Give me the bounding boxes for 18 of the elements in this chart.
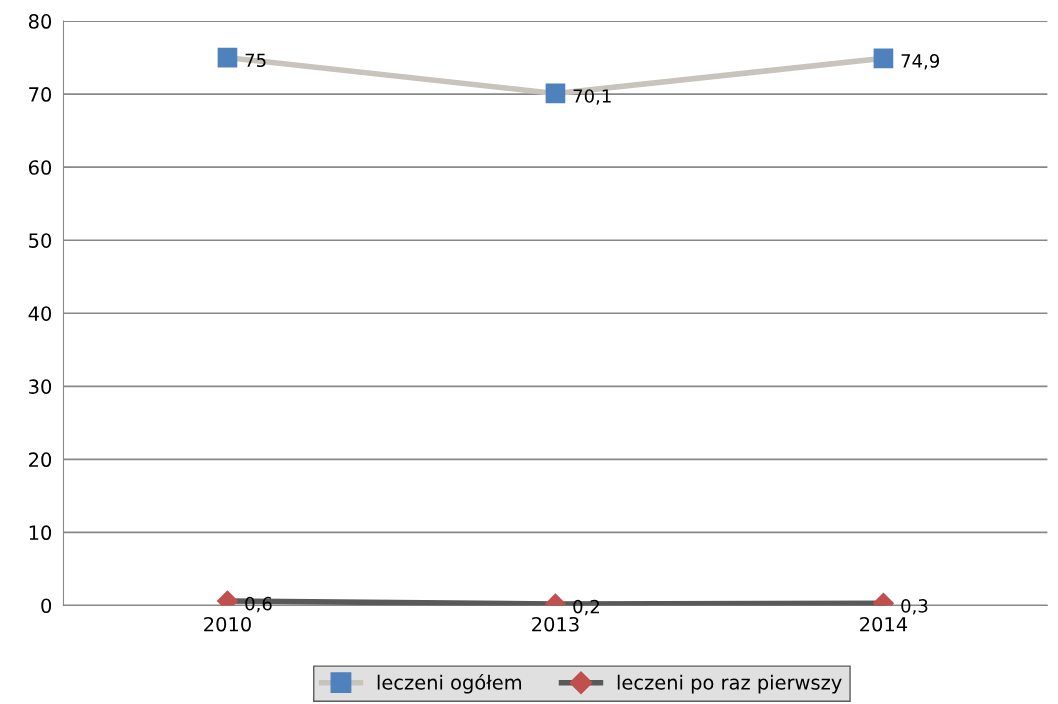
y-tick-label: 0 — [41, 598, 52, 614]
data-label: 74,9 — [901, 54, 940, 70]
data-label: 75 — [245, 53, 266, 68]
x-tick-label: 2013 — [532, 616, 579, 632]
y-tick-label: 70 — [29, 87, 52, 102]
legend-label: leczeni ogółem — [377, 673, 521, 694]
y-tick-label: 50 — [29, 233, 52, 248]
y-tick-label: 80 — [28, 14, 52, 29]
data-label: 0,3 — [901, 599, 928, 615]
data-label: 70,1 — [573, 89, 611, 105]
y-tick-label: 60 — [28, 160, 52, 175]
y-tick-label: 20 — [29, 452, 52, 468]
y-tick-label: 10 — [29, 525, 52, 541]
y-tick-label: 30 — [29, 379, 52, 394]
x-tick-label: 2014 — [860, 616, 908, 632]
x-tick-label: 2010 — [204, 616, 251, 632]
y-tick-label: 40 — [28, 306, 52, 321]
legend-label: leczeni po raz pierwszy — [617, 674, 842, 694]
